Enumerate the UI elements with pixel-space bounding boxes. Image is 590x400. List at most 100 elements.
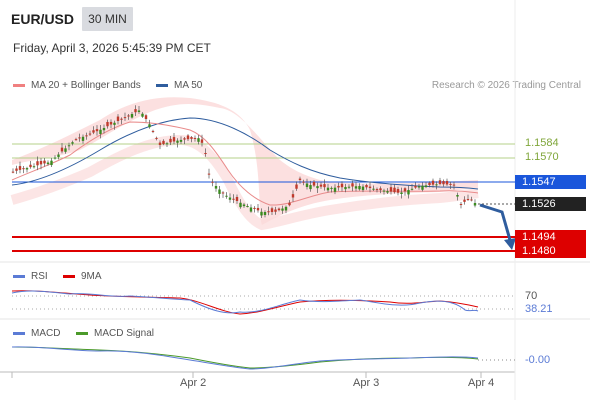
candle-body [445,180,449,185]
candle-body [151,130,155,132]
symbol-title: EUR/USD [11,11,75,27]
candle-body [225,195,228,197]
candle-body [214,186,218,189]
candle-body [368,186,372,188]
candle-body [29,164,32,168]
candle-body [319,184,323,187]
legend-rsi-label: RSI [31,271,48,282]
candle-body [78,137,81,139]
candle-body [165,143,169,145]
candle-body [312,181,316,186]
ma20-swatch [13,84,25,87]
candle-body [449,183,452,185]
candle-body [435,184,438,186]
candle-body [239,202,242,208]
candle-body [284,206,288,211]
timeframe-button[interactable]: 30 MIN [82,7,133,31]
candle-body [71,142,74,144]
legend-macd-signal: MACD Signal [76,328,154,339]
candle-body [340,183,344,188]
candle-body [463,199,466,202]
support-2-tag: 1.1480 [515,244,586,258]
macd-line [11,346,479,370]
legend-macd-signal-label: MACD Signal [94,328,155,339]
candle-body [361,186,365,191]
candle-body [116,116,120,121]
research-credit: Research © 2026 Trading Central [431,80,581,91]
legend-ma20: MA 20 + Bollinger Bands [13,80,141,91]
bollinger-lower-band [10,134,479,231]
candle-body [155,137,158,139]
candle-body [92,130,95,133]
candle-body [130,114,134,118]
candle-body [365,184,368,188]
ma50-swatch [156,84,168,87]
candle-body [393,187,396,193]
candle-body [190,137,193,139]
candle-body [137,110,141,112]
candle-body [407,190,410,195]
candle-body [417,186,421,188]
candle-body [438,180,442,184]
candle-body [351,183,354,187]
candle-body [400,192,403,195]
candle-body [323,184,326,188]
candle-body [274,209,277,212]
candle-body [305,183,309,187]
candle-body [88,133,92,135]
candle-body [316,186,319,189]
forecast-arrow [479,203,512,241]
candle-body [260,211,263,216]
candle-body [113,122,116,125]
candle-body [235,196,239,201]
candle-body [330,187,333,189]
candle-body [403,188,407,192]
candle-body [179,139,183,142]
candle-body [295,184,298,189]
candle-body [148,124,151,128]
candle-body [211,181,214,183]
legend-ma50-label: MA 50 [174,80,203,91]
candle-body [288,202,291,206]
candle-body [344,186,347,190]
candle-body [162,140,165,145]
candle-body [372,188,375,190]
resistance-1-label: 1.1570 [525,151,559,163]
candle-body [386,191,389,193]
chart-datetime: Friday, April 3, 2026 5:45:39 PM CET [13,41,211,55]
candle-body [95,129,99,132]
candle-body [424,185,428,188]
last-price-tag: 1.1526 [515,197,586,211]
candle-body [109,121,113,125]
candle-body [39,160,43,165]
candle-body [197,138,200,142]
candle-body [270,208,274,212]
candle-body [81,136,85,141]
candle-body [421,185,424,190]
candle-body [456,195,459,197]
rsi-level-label: 70 [525,290,538,302]
candle-body [57,154,60,157]
candle-body [291,194,295,198]
macd-signal-swatch [76,332,88,335]
macd-swatch [13,332,25,335]
candle-body [333,187,337,192]
candle-body [277,208,281,211]
candle-body [267,211,270,213]
rsi-line [11,290,479,314]
candle-body [221,192,225,194]
candle-body [144,115,148,119]
candle-body [375,189,379,191]
legend-9ma: 9MA [63,271,102,282]
candle-body [337,185,340,188]
macd-value-label: -0.00 [525,354,551,366]
ma9-swatch [63,275,75,278]
candle-body [176,140,179,143]
candlesticks [11,105,477,219]
legend-macd: MACD [13,328,60,339]
legend-macd-label: MACD [31,328,61,339]
legend-ma50: MA 50 [156,80,202,91]
candle-body [127,115,130,117]
candle-body [74,139,78,141]
